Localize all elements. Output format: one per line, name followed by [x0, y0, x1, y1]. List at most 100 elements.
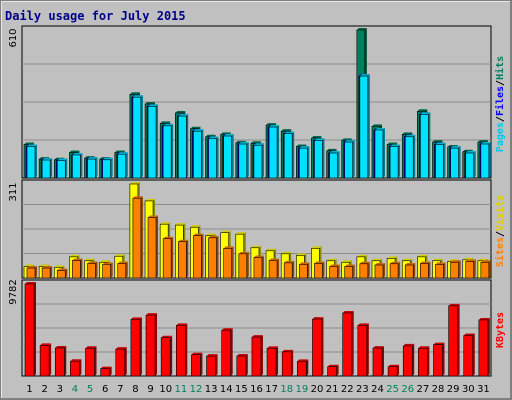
x-tick-label: 14 — [220, 384, 233, 395]
legend-files: Files — [494, 86, 506, 116]
sites-bar — [389, 261, 401, 279]
sites-bar — [41, 266, 53, 279]
kbytes-bar — [402, 343, 415, 377]
panel-2: 311 Sites/Visits — [8, 179, 506, 279]
x-tick-label: 12 — [190, 384, 203, 395]
sites-bar — [72, 258, 83, 279]
sites-bar — [117, 261, 128, 279]
sites-bar — [238, 251, 249, 279]
kbytes-bar — [236, 354, 248, 377]
kbytes-bar — [448, 303, 460, 377]
x-axis-labels: 1 2 3 4 5 6 7 8 9 10 11 12 13 14 15 16 17 18 19 20 21 22 23 24 2… — [26, 384, 489, 395]
sites-bar — [162, 236, 174, 279]
x-tick-label: 16 — [250, 384, 263, 395]
sites-bar — [56, 268, 68, 279]
x-tick-label: 23 — [356, 384, 369, 395]
x-tick-label: 21 — [326, 384, 339, 395]
sites-bar — [193, 233, 204, 279]
legend-separator: / — [495, 231, 506, 237]
x-tick-label: 22 — [341, 384, 354, 395]
kbytes-bar — [266, 346, 279, 377]
pages-bar — [193, 129, 204, 179]
kbytes-bar — [145, 313, 158, 377]
x-tick-label: 17 — [265, 384, 278, 395]
panel-1-max-label: 610 — [8, 28, 19, 47]
x-tick-label: 8 — [132, 384, 138, 395]
x-tick-label: 24 — [371, 384, 384, 395]
x-tick-label: 20 — [311, 384, 324, 395]
kbytes-bar — [130, 317, 142, 377]
pages-bar — [162, 123, 174, 179]
sites-bar — [435, 262, 446, 279]
sites-bar — [359, 261, 370, 279]
x-tick-label: 6 — [102, 384, 108, 395]
panel-3-max-label: 9782 — [8, 279, 19, 304]
pages-bar — [450, 146, 461, 179]
kbytes-bar — [433, 342, 445, 377]
x-tick-label: 15 — [235, 384, 248, 395]
x-tick-label: 4 — [72, 384, 78, 395]
chart-title: Daily usage for July 2015 — [5, 9, 186, 23]
panel-2-max-label: 311 — [8, 182, 19, 201]
legend-separator: / — [495, 116, 506, 122]
pages-bar — [359, 74, 370, 179]
kbytes-bar — [175, 323, 188, 377]
pages-bar — [253, 143, 264, 179]
x-tick-label: 10 — [159, 384, 172, 395]
sites-bar — [465, 259, 476, 279]
x-tick-label: 31 — [477, 384, 490, 395]
x-tick-label: 26 — [401, 384, 414, 395]
panel-3: 9782 KBytes — [8, 279, 506, 377]
sites-bar — [404, 263, 416, 279]
sites-bar — [132, 196, 143, 279]
x-tick-label: 18 — [280, 384, 293, 395]
x-tick-label: 5 — [87, 384, 93, 395]
pages-bar — [132, 95, 143, 179]
sites-bar — [177, 239, 189, 279]
kbytes-bar — [312, 317, 324, 377]
x-tick-label: 29 — [447, 384, 460, 395]
sites-bar — [147, 215, 159, 279]
kbytes-bar — [221, 328, 233, 377]
kbytes-bar — [24, 282, 36, 377]
pages-bar — [223, 134, 234, 179]
pages-bar — [314, 138, 325, 179]
pages-bar — [26, 144, 37, 179]
pages-bar — [299, 146, 310, 179]
panel-1-legend: Pages/Files/Hits — [494, 56, 506, 152]
pages-bar — [420, 112, 431, 179]
pages-bar — [283, 131, 295, 179]
x-tick-label: 2 — [42, 384, 48, 395]
x-tick-label: 3 — [57, 384, 63, 395]
pages-bar — [72, 152, 83, 179]
kbytes-bar — [281, 349, 294, 377]
kbytes-bar — [387, 364, 400, 377]
x-tick-label: 27 — [417, 384, 430, 395]
pages-bar — [435, 142, 446, 179]
pages-bar — [268, 125, 280, 179]
pages-bar — [56, 158, 68, 179]
kbytes-bar — [54, 345, 67, 377]
legend-kbytes: KBytes — [495, 312, 506, 348]
pages-bar — [389, 144, 401, 179]
sites-bar — [344, 264, 355, 279]
kbytes-bar — [327, 364, 339, 377]
kbytes-bar — [372, 346, 384, 377]
kbytes-bar — [206, 354, 218, 377]
panel-1: 610 Pages/Files/Hits — [8, 25, 506, 179]
kbytes-bar — [115, 347, 127, 377]
kbytes-bar — [357, 323, 369, 377]
x-tick-label: 13 — [205, 384, 218, 395]
pages-bar — [41, 158, 53, 179]
sites-bar — [223, 246, 234, 279]
legend-visits: Visits — [494, 195, 506, 231]
sites-bar — [314, 261, 325, 279]
pages-bar — [87, 157, 98, 179]
pages-bar — [374, 127, 385, 179]
x-tick-label: 28 — [432, 384, 445, 395]
sites-bar — [283, 260, 295, 279]
sites-bar — [253, 255, 264, 279]
kbytes-bar — [463, 333, 475, 377]
